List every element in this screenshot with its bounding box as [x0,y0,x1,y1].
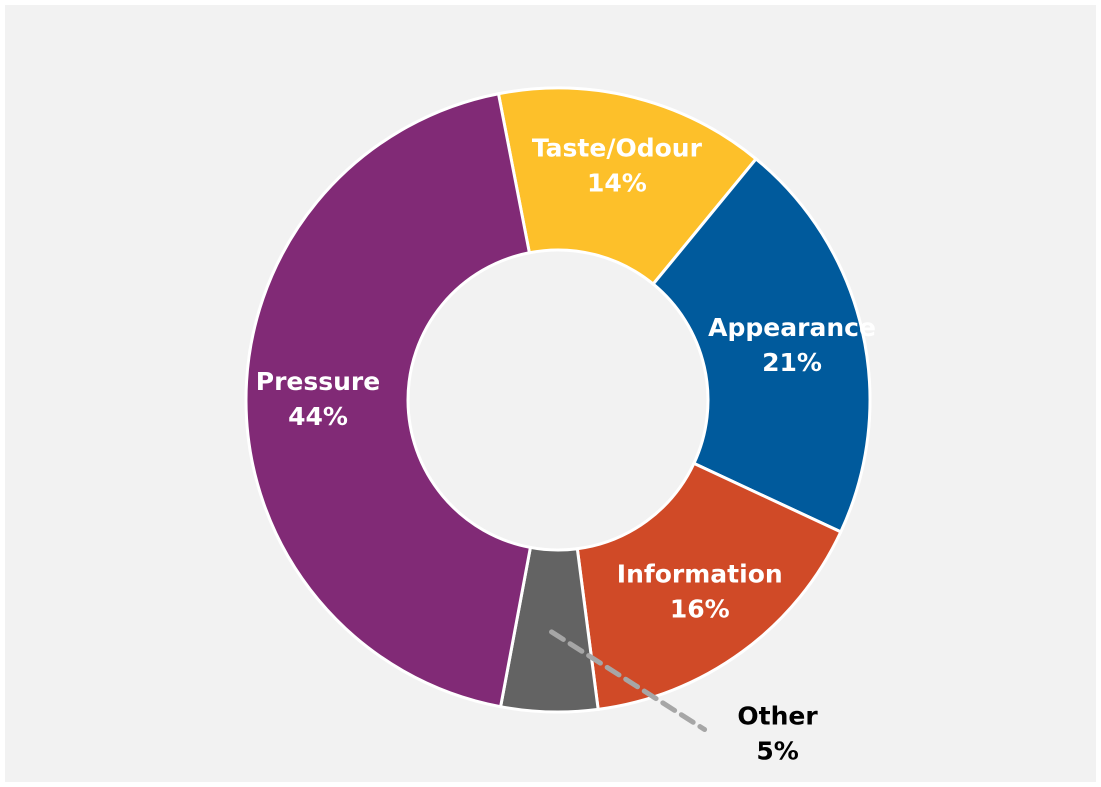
slice-label: Pressure [256,367,380,396]
slice-value-label: 21% [762,348,822,377]
donut-slice [651,156,872,534]
slice-label: Information [617,560,783,589]
slice-value-label: 44% [288,402,348,431]
leader-line [549,629,708,733]
donut-slice [244,91,533,709]
slice-value-label: 16% [670,595,730,624]
slice-label: Other [737,702,818,731]
slice-label: Taste/Odour [532,133,703,162]
donut-slice [575,461,843,712]
slice-value-label: 5% [756,737,798,766]
slice-label: Appearance [708,313,876,342]
slice-value-label: 14% [587,168,647,197]
